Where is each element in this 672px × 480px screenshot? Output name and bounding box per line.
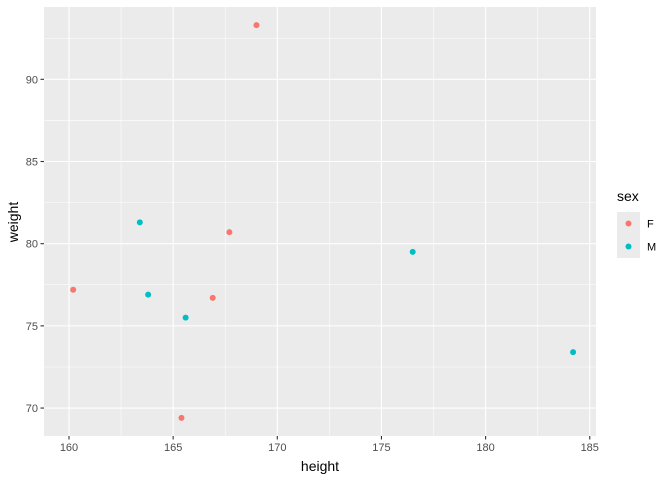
legend-title: sex	[617, 188, 639, 204]
x-axis-title: height	[301, 458, 339, 474]
major-gridlines	[44, 7, 596, 436]
legend-label-m: M	[647, 242, 656, 254]
data-point-f	[178, 414, 185, 421]
x-tick-label: 165	[164, 442, 182, 454]
legend-swatch-f	[625, 220, 632, 227]
y-tick-label: 85	[26, 157, 38, 169]
y-tick-label: 90	[26, 74, 38, 86]
data-point-f	[253, 22, 260, 29]
data-point-m	[182, 314, 189, 321]
x-tick-label: 175	[372, 442, 390, 454]
plot-panel	[44, 7, 596, 436]
y-axis-title: weight	[5, 202, 21, 244]
x-axis: 160 165 170 175 180 185	[60, 436, 599, 454]
minor-gridlines	[44, 7, 596, 436]
data-point-m	[570, 349, 577, 356]
y-tick-label: 75	[26, 321, 38, 333]
data-point-m	[145, 291, 152, 298]
data-point-f	[226, 229, 233, 236]
y-tick-label: 70	[26, 403, 38, 415]
legend-label-f: F	[647, 219, 654, 231]
y-tick-label: 80	[26, 239, 38, 251]
data-point-f	[70, 286, 77, 293]
data-point-m	[409, 248, 416, 255]
x-tick-label: 180	[476, 442, 494, 454]
x-tick-label: 160	[60, 442, 78, 454]
data-points	[70, 22, 577, 421]
legend-swatch-m	[625, 243, 632, 250]
x-tick-label: 170	[268, 442, 286, 454]
legend: sex FM	[617, 188, 656, 258]
x-tick-label: 185	[581, 442, 599, 454]
data-point-f	[209, 294, 216, 301]
data-point-m	[136, 219, 143, 226]
y-axis: 70 75 80 85 90	[26, 74, 44, 415]
